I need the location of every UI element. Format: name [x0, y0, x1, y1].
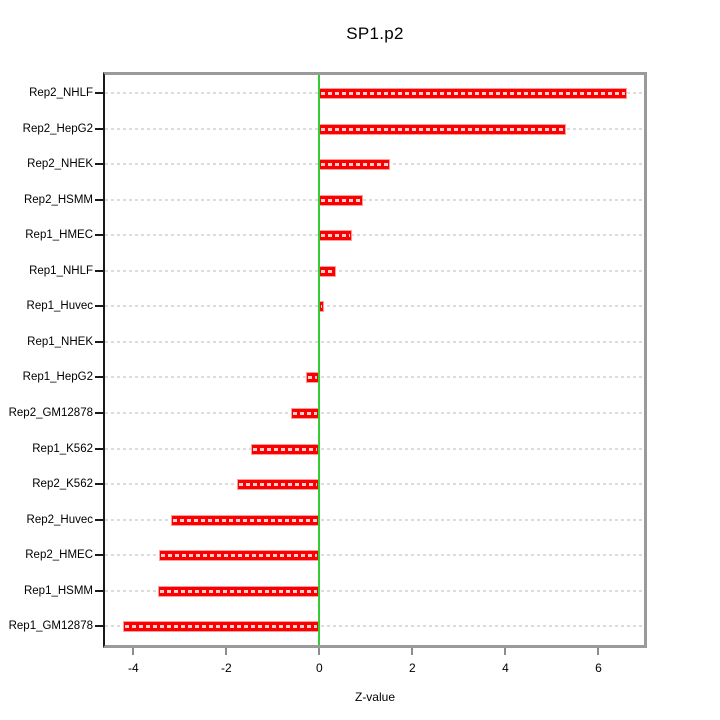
- bar: [319, 159, 391, 171]
- x-axis-tick: [411, 648, 414, 655]
- x-tick-label: -2: [221, 661, 232, 675]
- y-axis-tick: [95, 127, 103, 130]
- y-category-label: Rep2_HSMM: [23, 193, 93, 206]
- x-tick-label: 4: [502, 661, 509, 675]
- y-axis-tick: [95, 198, 103, 201]
- y-category-label: Rep1_HMEC: [25, 229, 93, 242]
- y-category-label: Rep2_NHEK: [27, 158, 93, 171]
- bar: [319, 230, 352, 242]
- y-axis-tick: [95, 305, 103, 308]
- bar-dash-pattern: [125, 625, 318, 629]
- x-axis-title: Z-value: [354, 690, 395, 704]
- bar-dash-pattern: [321, 269, 335, 273]
- bar-dash-pattern: [238, 483, 318, 487]
- x-axis-tick: [597, 648, 600, 655]
- y-category-label: Rep1_HSMM: [23, 584, 93, 597]
- gridline: [105, 589, 644, 592]
- bar-dash-pattern: [321, 198, 361, 202]
- x-tick-label: 0: [316, 661, 323, 675]
- x-axis-tick: [225, 648, 228, 655]
- bar-dash-pattern: [321, 234, 350, 238]
- x-axis-tick: [132, 648, 135, 655]
- gridline: [105, 447, 644, 450]
- x-tick-label: 2: [409, 661, 416, 675]
- bar-dash-pattern: [321, 92, 626, 95]
- gridline: [105, 518, 644, 521]
- y-axis-tick: [95, 483, 103, 486]
- y-category-label: Rep1_Huvec: [26, 300, 93, 313]
- bar: [250, 443, 320, 455]
- y-category-label: Rep1_HepG2: [22, 371, 93, 384]
- y-axis-tick: [95, 411, 103, 414]
- y-axis-tick: [95, 518, 103, 521]
- bar: [158, 585, 320, 597]
- x-tick-label: -4: [128, 661, 139, 675]
- y-axis-tick: [95, 554, 103, 557]
- bar: [319, 194, 363, 206]
- x-tick-label: 6: [595, 661, 602, 675]
- y-axis-tick: [95, 447, 103, 450]
- gridline: [105, 376, 644, 379]
- gridline: [105, 411, 644, 414]
- y-category-label: Rep2_HepG2: [22, 122, 93, 135]
- bar-dash-pattern: [172, 518, 318, 522]
- y-category-label: Rep2_K562: [32, 478, 93, 491]
- bar-dash-pattern: [321, 163, 389, 167]
- y-category-label: Rep2_GM12878: [8, 406, 93, 419]
- y-category-label: Rep2_Huvec: [26, 513, 93, 526]
- y-axis-tick: [95, 625, 103, 628]
- y-category-label: Rep1_K562: [32, 442, 93, 455]
- bar: [319, 123, 566, 135]
- bar-dash-pattern: [161, 554, 318, 558]
- y-axis-tick: [95, 163, 103, 166]
- bar: [319, 88, 628, 99]
- chart-title: SP1.p2: [346, 24, 404, 43]
- bar-dash-pattern: [308, 376, 318, 380]
- gridline: [105, 625, 644, 628]
- y-axis-tick: [95, 589, 103, 592]
- gridline: [105, 340, 644, 343]
- bar: [319, 265, 337, 277]
- y-axis-tick: [95, 376, 103, 379]
- x-axis-tick: [504, 648, 507, 655]
- bar-dash-pattern: [252, 447, 318, 451]
- y-category-label: Rep2_NHLF: [29, 87, 93, 99]
- gridline: [105, 554, 644, 557]
- y-axis-tick: [95, 234, 103, 237]
- bar: [123, 621, 320, 633]
- gridline: [105, 305, 644, 308]
- bar: [170, 514, 320, 526]
- zero-reference-line: [318, 75, 321, 645]
- gridline: [105, 483, 644, 486]
- bar: [159, 550, 320, 562]
- bar-dash-pattern: [321, 127, 564, 131]
- y-axis-tick: [95, 92, 103, 94]
- x-axis-tick: [318, 648, 321, 655]
- gridline: [105, 234, 644, 237]
- y-axis-tick: [95, 340, 103, 343]
- gridline: [105, 198, 644, 201]
- gridline: [105, 269, 644, 272]
- y-category-label: Rep1_NHLF: [29, 264, 93, 277]
- bar-dash-pattern: [293, 411, 318, 415]
- bar: [236, 479, 320, 491]
- bar-dash-pattern: [321, 305, 323, 309]
- y-axis-tick: [95, 269, 103, 272]
- plot-panel: [103, 72, 647, 648]
- y-category-label: Rep2_HMEC: [25, 549, 93, 562]
- bar: [291, 407, 320, 419]
- y-category-label: Rep1_NHEK: [27, 335, 93, 348]
- bar-dash-pattern: [160, 589, 318, 593]
- y-category-label: Rep1_GM12878: [8, 620, 93, 633]
